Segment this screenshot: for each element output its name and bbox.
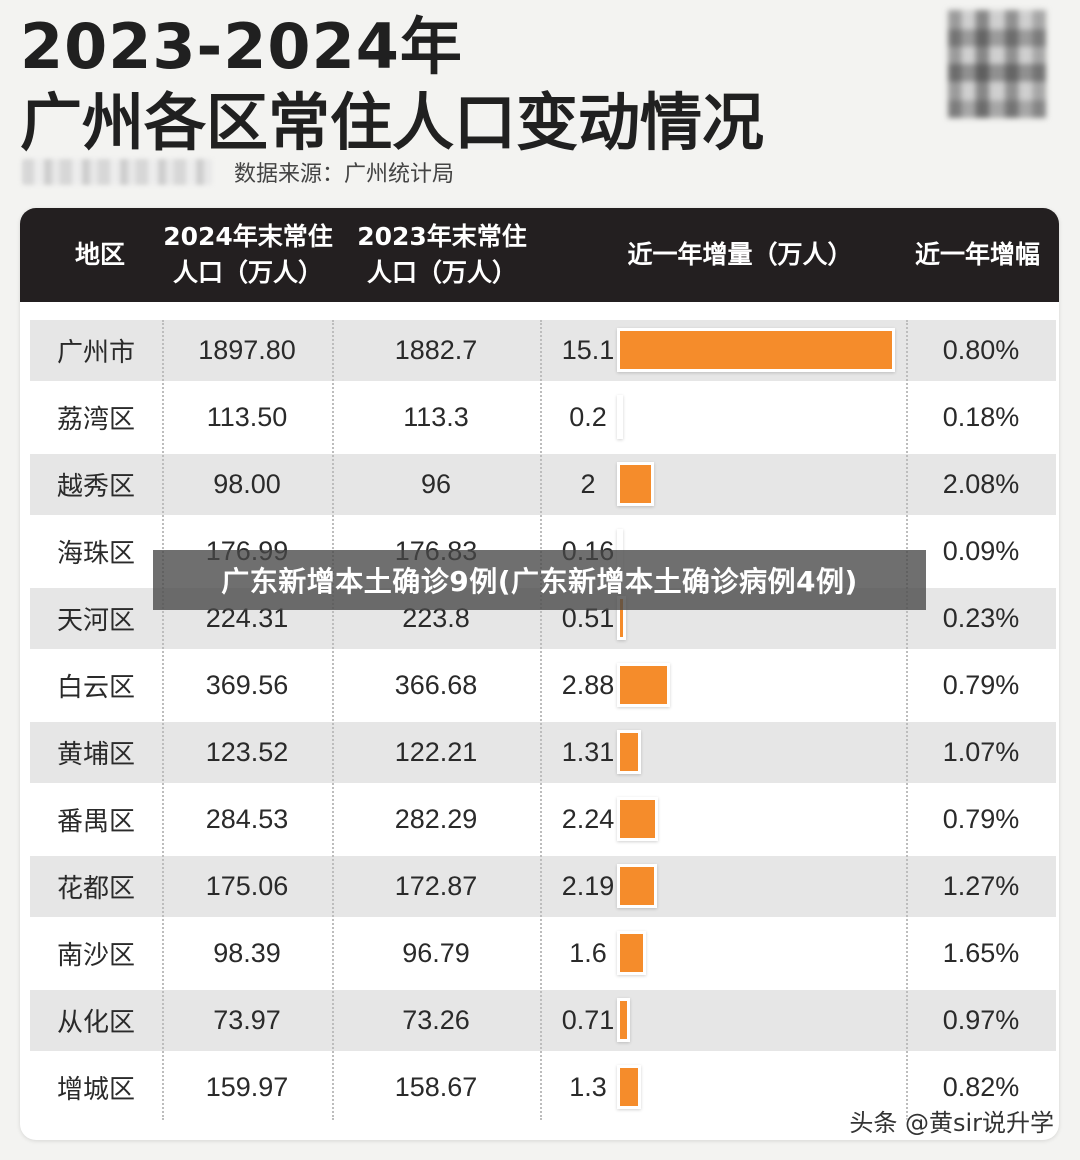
- bar: [617, 462, 654, 506]
- bar: [617, 998, 631, 1042]
- cell-pop2024: 369.56: [205, 670, 289, 700]
- table-row: 荔湾区 113.50 113.3 0.18% 0.2: [30, 387, 1056, 448]
- cell-pop2023: 113.3: [403, 402, 469, 432]
- table-header: 地区 2024年末常住 人口（万人） 2023年末常住 人口（万人） 近一年增量…: [20, 208, 1059, 302]
- cell-region: 荔湾区: [56, 405, 135, 435]
- cell-region: 越秀区: [56, 472, 135, 502]
- cell-growth: 2.08%: [942, 469, 1020, 499]
- bar-label: 1.3: [569, 1072, 607, 1102]
- cell-pop2023: 158.67: [394, 1072, 478, 1102]
- cell-pop2023: 96.79: [402, 938, 470, 968]
- header-pop2023: 2023年末常住 人口（万人）: [357, 222, 527, 287]
- divider: [162, 320, 164, 1120]
- cell-region: 黄埔区: [56, 740, 135, 770]
- bar: [617, 931, 647, 975]
- table-card: 地区 2024年末常住 人口（万人） 2023年末常住 人口（万人） 近一年增量…: [20, 208, 1059, 1140]
- cell-pop2023: 282.29: [394, 804, 478, 834]
- subtitle-row: 数据来源：广州统计局: [22, 152, 454, 192]
- cell-pop2023: 366.68: [394, 670, 478, 700]
- cell-growth: 0.09%: [942, 536, 1020, 566]
- header-increase: 近一年增量（万人）: [627, 240, 853, 269]
- cell-pop2024: 73.97: [213, 1005, 281, 1035]
- cell-pop2024: 113.50: [206, 402, 288, 432]
- cell-region: 天河区: [56, 606, 135, 636]
- bar: [617, 730, 642, 774]
- cell-region: 花都区: [56, 874, 135, 904]
- table-row: 白云区 369.56 366.68 0.79% 2.88: [30, 655, 1056, 716]
- header-growth: 近一年增幅: [914, 240, 1040, 269]
- cell-pop2024: 1897.80: [198, 335, 296, 365]
- cell-pop2024: 123.52: [205, 737, 289, 767]
- bar-label: 1.31: [561, 737, 615, 767]
- bar-label: 1.6: [569, 938, 607, 968]
- watermark: 头条 @黄sir说升学: [849, 1109, 1054, 1137]
- cell-pop2023: 73.26: [402, 1005, 470, 1035]
- cell-region: 南沙区: [56, 941, 135, 971]
- cell-growth: 1.65%: [942, 938, 1020, 968]
- cell-growth: 0.79%: [942, 670, 1020, 700]
- blurred-logo: [22, 159, 212, 185]
- bar-label: 0.2: [569, 402, 607, 432]
- cell-growth: 0.79%: [942, 804, 1020, 834]
- overlay-banner: 广东新增本土确诊9例(广东新增本土确诊病例4例): [153, 550, 926, 610]
- cell-pop2024: 175.06: [205, 871, 289, 901]
- data-source: 数据来源：广州统计局: [234, 162, 455, 187]
- title-block: 2023-2024年 广州各区常住人口变动情况: [20, 12, 920, 160]
- cell-growth: 0.82%: [942, 1072, 1020, 1102]
- cell-pop2023: 1882.7: [394, 335, 478, 365]
- bar-label: 2.24: [561, 804, 615, 834]
- cell-growth: 1.27%: [942, 871, 1020, 901]
- divider: [332, 320, 334, 1120]
- table-row: 从化区 73.97 73.26 0.97% 0.71: [30, 990, 1056, 1051]
- bar-label: 15.1: [561, 335, 615, 365]
- cell-region: 从化区: [56, 1008, 135, 1038]
- table-row: 南沙区 98.39 96.79 1.65% 1.6: [30, 923, 1056, 984]
- cell-growth: 0.23%: [942, 603, 1020, 633]
- header-region: 地区: [74, 240, 125, 269]
- bar-label: 2.19: [561, 871, 615, 901]
- cell-pop2023: 122.21: [394, 737, 478, 767]
- bar-label: 0.71: [561, 1005, 615, 1035]
- cell-pop2024: 159.97: [205, 1072, 289, 1102]
- cell-pop2023: 96: [420, 469, 452, 499]
- bar: [617, 1065, 641, 1109]
- cell-region: 番禺区: [56, 807, 135, 837]
- title-main: 广州各区常住人口变动情况: [20, 86, 765, 159]
- table-row: 番禺区 284.53 282.29 0.79% 2.24: [30, 789, 1056, 850]
- bar: [617, 797, 659, 841]
- cell-region: 广州市: [56, 338, 135, 368]
- bar-label: 2: [580, 469, 596, 499]
- cell-pop2024: 284.53: [205, 804, 289, 834]
- divider: [540, 320, 542, 1120]
- divider: [906, 320, 908, 1120]
- cell-pop2023: 172.87: [394, 871, 478, 901]
- table-row: 增城区 159.97 158.67 0.82% 1.3: [30, 1057, 1056, 1118]
- cell-region: 增城区: [56, 1075, 135, 1105]
- table-row: 黄埔区 123.52 122.21 1.07% 1.31: [30, 722, 1056, 783]
- cell-growth: 1.07%: [942, 737, 1020, 767]
- bar: [617, 663, 671, 707]
- table-row: 广州市 1897.80 1882.7 0.80% 15.1: [30, 320, 1056, 381]
- bar-label: 2.88: [561, 670, 615, 700]
- title-year: 2023-2024年: [20, 10, 463, 83]
- cell-growth: 0.97%: [942, 1005, 1020, 1035]
- cell-pop2024: 98.39: [213, 938, 281, 968]
- cell-region: 海珠区: [56, 539, 135, 569]
- bar: [617, 864, 658, 908]
- header-pop2024: 2024年末常住 人口（万人）: [163, 222, 333, 287]
- bar: [617, 328, 895, 372]
- cell-region: 白云区: [56, 673, 135, 703]
- cell-growth: 0.80%: [942, 335, 1020, 365]
- table-row: 越秀区 98.00 96 2.08% 2: [30, 454, 1056, 515]
- cell-pop2024: 98.00: [213, 469, 281, 499]
- qr-code-blurred: [948, 10, 1046, 118]
- cell-growth: 0.18%: [942, 402, 1020, 432]
- table-row: 花都区 175.06 172.87 1.27% 2.19: [30, 856, 1056, 917]
- bar: [617, 395, 623, 439]
